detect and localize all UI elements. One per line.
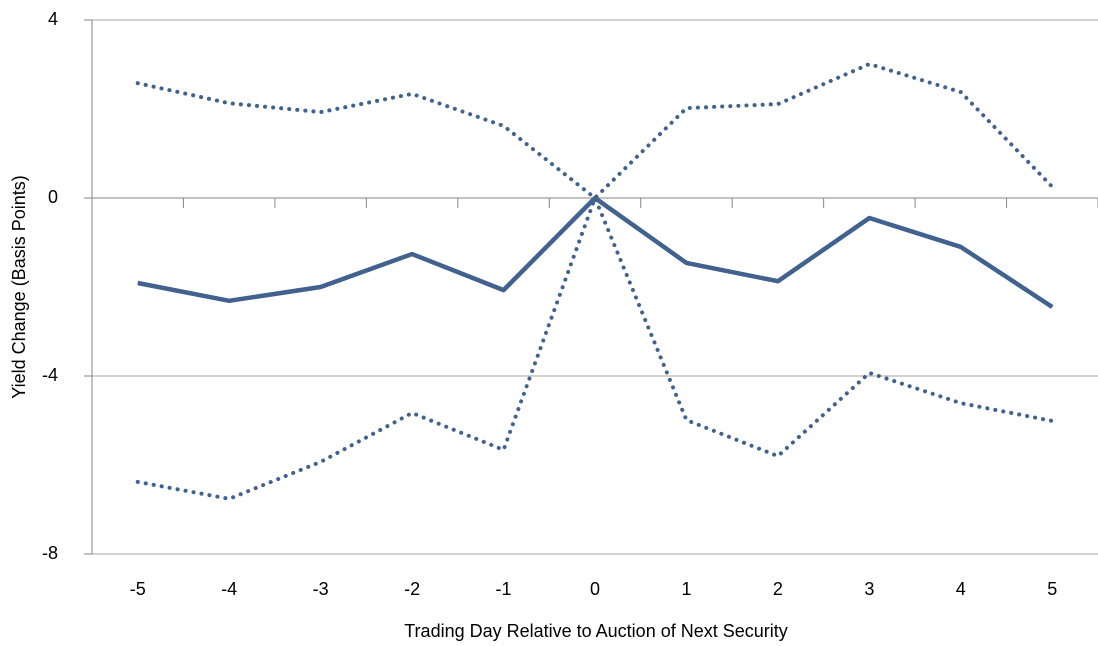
series-line (135, 196, 1055, 501)
x-tick-label: 0 (590, 579, 600, 599)
y-tick-label: 0 (48, 187, 58, 207)
x-tick-label: 1 (681, 579, 691, 599)
x-tick-label: -5 (130, 579, 146, 599)
x-tick-label: -4 (221, 579, 237, 599)
series-line (135, 62, 1055, 200)
x-tick-label: 5 (1047, 579, 1057, 599)
y-axis-title: Yield Change (Basis Points) (9, 175, 29, 398)
series-line (137, 195, 1054, 309)
y-tick-label: -8 (42, 543, 58, 563)
x-tick-label: -2 (404, 579, 420, 599)
y-tick-label: 4 (48, 9, 58, 29)
x-axis-title: Trading Day Relative to Auction of Next … (404, 621, 788, 641)
x-tick-label: -1 (496, 579, 512, 599)
x-tick-label: -3 (313, 579, 329, 599)
x-tick-label: 4 (956, 579, 966, 599)
x-tick-label: 2 (773, 579, 783, 599)
y-tick-label: -4 (42, 365, 58, 385)
x-tick-label: 3 (864, 579, 874, 599)
